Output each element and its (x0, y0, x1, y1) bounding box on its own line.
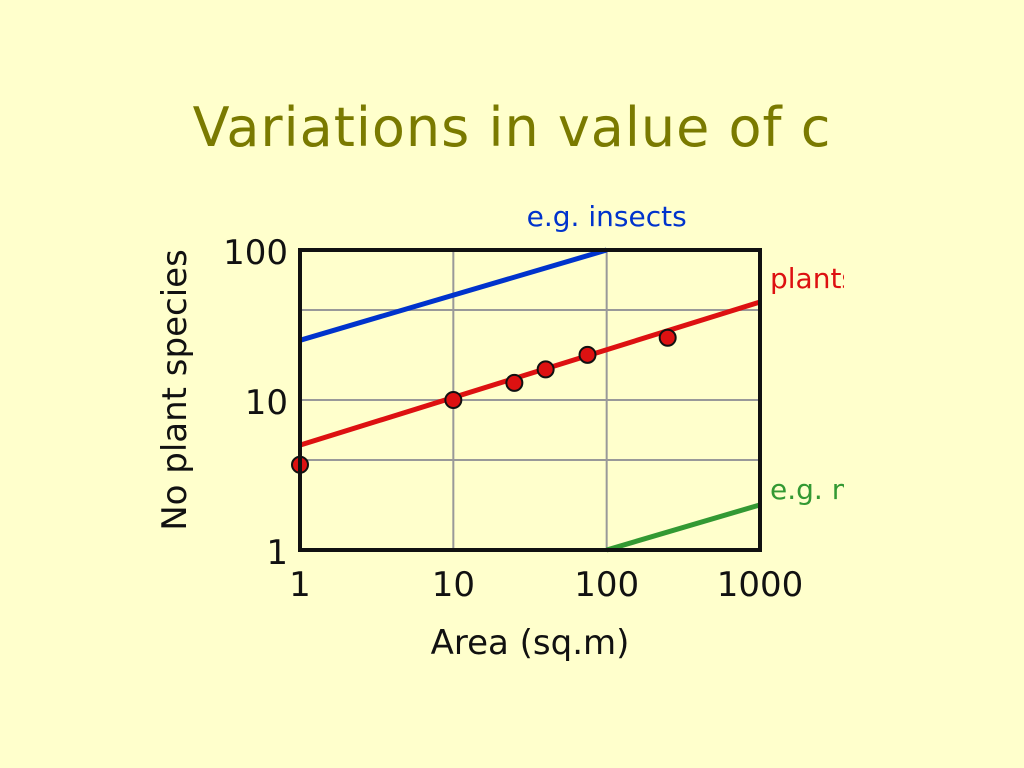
slide-title: Variations in value of c (192, 96, 832, 159)
y-axis-title: No plant species (155, 249, 195, 531)
series-line-0 (299, 247, 608, 343)
y-tick-label: 10 (245, 383, 288, 423)
y-tick-label: 1 (266, 533, 288, 573)
data-point (505, 373, 524, 392)
tick-labels: 1 10 100 1000 1 10 100 (223, 233, 803, 605)
plot-frame (298, 248, 762, 552)
x-tick-label: 100 (574, 565, 639, 605)
series-label-2: e.g. mammals (770, 473, 844, 506)
grid-lines (300, 250, 760, 550)
series-line-2 (605, 502, 761, 553)
x-tick-label: 1 (289, 565, 311, 605)
data-point (444, 391, 463, 409)
data-points (291, 328, 677, 474)
x-tick-label: 10 (432, 565, 475, 605)
data-point (658, 328, 677, 347)
x-tick-label: 1000 (717, 565, 804, 605)
x-axis-title: Area (sq.m) (431, 623, 630, 663)
series-label-0: e.g. insects (527, 200, 687, 233)
series-line-1 (299, 299, 761, 448)
data-point (578, 345, 597, 364)
data-point (536, 360, 555, 379)
series-lines (299, 247, 761, 553)
y-tick-label: 100 (223, 233, 288, 273)
